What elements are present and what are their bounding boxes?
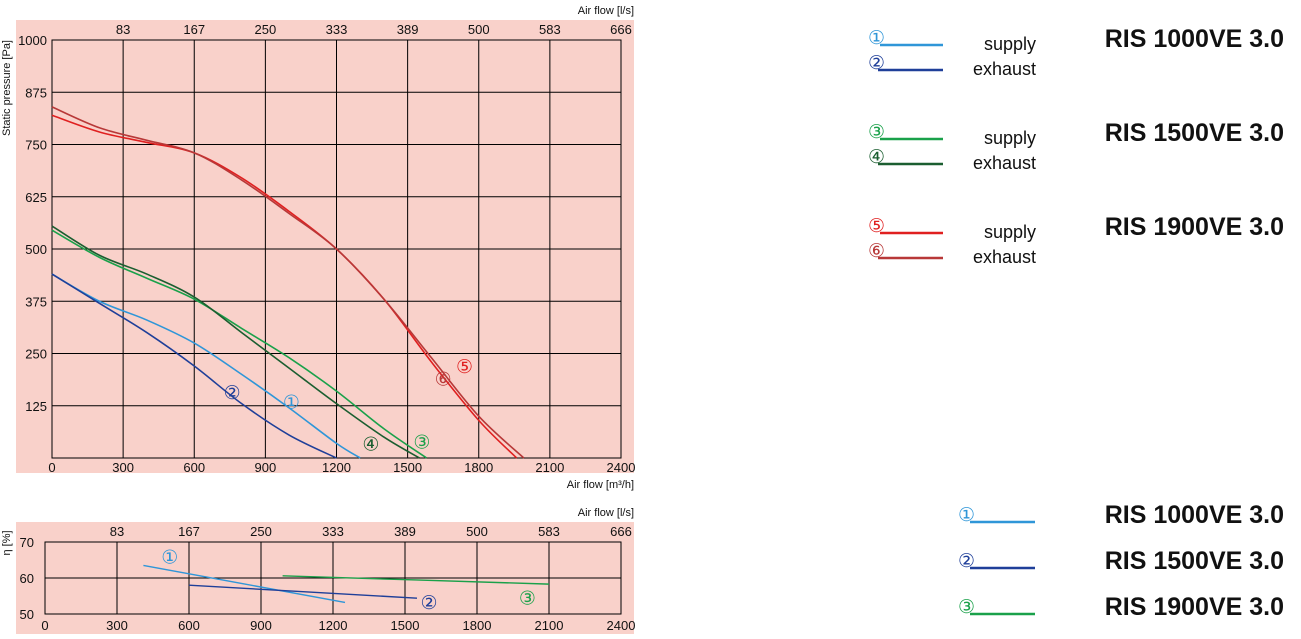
x2-tick-label: 167 — [178, 524, 200, 539]
legend-marker: ② — [868, 52, 885, 74]
series-marker-1: ① — [161, 546, 178, 568]
x-tick-label: 2100 — [535, 618, 564, 633]
x2-axis-title: Air flow [l/s] — [578, 507, 634, 519]
legend-model: RIS 1000VE 3.0 — [1105, 501, 1284, 529]
x2-tick-label: 83 — [116, 22, 130, 37]
x2-axis-title: Air flow [l/s] — [578, 5, 634, 17]
x-tick-label: 2400 — [607, 618, 636, 633]
y-tick-label: 375 — [25, 294, 47, 309]
series-marker-4: ④ — [362, 433, 379, 455]
x-tick-label: 0 — [48, 460, 55, 475]
x-axis-title: Air flow [m³/h] — [567, 479, 634, 491]
legend-marker: ⑤ — [868, 215, 885, 237]
x-tick-label: 300 — [112, 460, 134, 475]
plot-border — [44, 541, 622, 615]
x-tick-label: 1500 — [393, 460, 422, 475]
legend-bottom: ① RIS 1000VE 3.0 ② RIS 1500VE 3.0 ③ RIS 1900V… — [958, 501, 1284, 621]
chart-1: 0 300 600 900 1200 1500 1800 2100 2400 125 250 375 5… — [1, 5, 635, 491]
series-line-1 — [51, 273, 361, 459]
legend-marker: ② — [958, 550, 975, 572]
series-line-3 — [282, 575, 550, 585]
x2-tick-label: 500 — [468, 22, 490, 37]
x2-tick-label: 389 — [394, 524, 416, 539]
x-tick-label: 900 — [250, 618, 272, 633]
y-axis-title: Static pressure [Pa] — [1, 40, 13, 136]
legend-marker: ① — [958, 504, 975, 526]
series-line-2 — [51, 273, 337, 459]
y-tick-label: 1000 — [18, 33, 47, 48]
x-tick-label: 300 — [106, 618, 128, 633]
legend-model: RIS 1900VE 3.0 — [1105, 213, 1284, 241]
y-tick-label: 60 — [20, 571, 34, 586]
series-marker-2: ② — [224, 382, 241, 404]
legend-word: supply — [984, 128, 1036, 148]
series-line-6 — [51, 106, 525, 459]
x-tick-label: 2400 — [607, 460, 636, 475]
series-marker-6: ⑥ — [435, 369, 452, 391]
series-line-1 — [143, 564, 346, 604]
x2-tick-label: 500 — [466, 524, 488, 539]
x-tick-label: 1500 — [391, 618, 420, 633]
y-tick-label: 625 — [25, 190, 47, 205]
legend-marker: ③ — [868, 121, 885, 143]
y-tick-label: 750 — [25, 138, 47, 153]
legend-marker: ⑥ — [868, 240, 885, 262]
x-tick-label: 2100 — [535, 460, 564, 475]
x2-tick-label: 167 — [183, 22, 205, 37]
x-tick-label: 1800 — [463, 618, 492, 633]
y-tick-label: 875 — [25, 85, 47, 100]
series-marker-3: ③ — [519, 587, 536, 609]
series-marker-2: ② — [420, 592, 437, 614]
x2-tick-label: 583 — [539, 22, 561, 37]
y-axis-title: η [%] — [1, 530, 13, 555]
x2-tick-label: 389 — [397, 22, 419, 37]
x-tick-label: 900 — [255, 460, 277, 475]
legend-marker: ③ — [958, 596, 975, 618]
series-line-4 — [51, 225, 420, 459]
series-marker-3: ③ — [413, 431, 430, 453]
y-tick-label: 125 — [25, 399, 47, 414]
legend-word: exhaust — [973, 59, 1036, 79]
legend-word: exhaust — [973, 247, 1036, 267]
y-tick-label: 50 — [20, 607, 34, 622]
legend-top: ① supply RIS 1000VE 3.0 ② exhaust ③ supply RIS … — [868, 25, 1284, 267]
series-marker-1: ① — [283, 392, 300, 414]
legend-model: RIS 1500VE 3.0 — [1105, 119, 1284, 147]
x2-tick-label: 83 — [110, 524, 124, 539]
legend-model: RIS 1500VE 3.0 — [1105, 547, 1284, 575]
x2-tick-label: 333 — [322, 524, 344, 539]
x-tick-label: 1200 — [322, 460, 351, 475]
x2-tick-label: 250 — [255, 22, 277, 37]
x-tick-label: 600 — [183, 460, 205, 475]
legend-word: supply — [984, 222, 1036, 242]
series-marker-5: ⑤ — [456, 356, 473, 378]
legend-model: RIS 1900VE 3.0 — [1105, 593, 1284, 621]
plot-background — [16, 20, 634, 473]
legend-word: exhaust — [973, 153, 1036, 173]
x-tick-label: 600 — [178, 618, 200, 633]
x2-tick-label: 666 — [610, 524, 632, 539]
x2-tick-label: 583 — [538, 524, 560, 539]
legend-marker: ④ — [868, 146, 885, 168]
legend-word: supply — [984, 34, 1036, 54]
legend-model: RIS 1000VE 3.0 — [1105, 25, 1284, 53]
legend-marker: ① — [868, 27, 885, 49]
chart-2: 0 300 600 900 1200 1500 1800 2100 2400 50 60 70 83 16… — [1, 507, 635, 634]
series-line-5 — [51, 114, 518, 459]
x-tick-label: 1200 — [319, 618, 348, 633]
x-tick-label: 1800 — [464, 460, 493, 475]
y-tick-label: 70 — [20, 535, 34, 550]
x2-tick-label: 333 — [326, 22, 348, 37]
y-tick-label: 500 — [25, 242, 47, 257]
x-tick-label: 0 — [41, 618, 48, 633]
x2-tick-label: 250 — [250, 524, 272, 539]
x2-tick-label: 666 — [610, 22, 632, 37]
series-line-2 — [188, 584, 418, 599]
y-tick-label: 250 — [25, 347, 47, 362]
series-line-3 — [51, 229, 428, 459]
